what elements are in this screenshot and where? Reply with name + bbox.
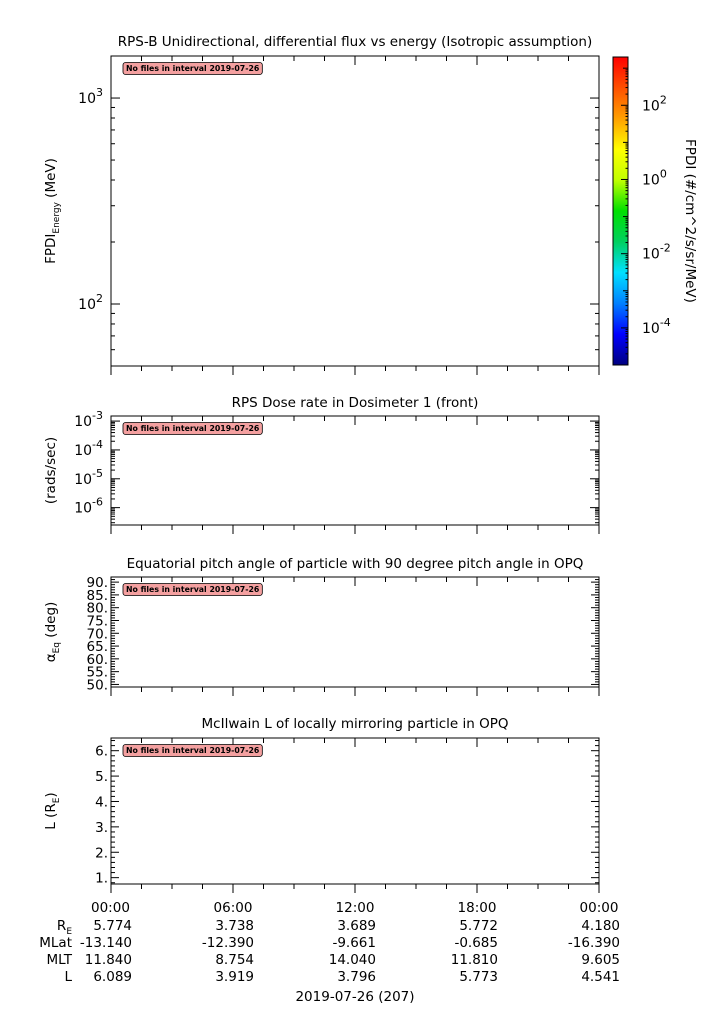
panel-1: RPS-B Unidirectional, differential flux …: [43, 34, 600, 375]
y-tick-label: 5.: [95, 769, 108, 785]
ephemeris-value: -12.390: [202, 935, 254, 951]
ephemeris-value: 11.810: [451, 952, 498, 968]
plot-frame: [110, 55, 600, 367]
y-tick-label: 103: [78, 86, 103, 107]
ephemeris-value: 14.040: [329, 952, 376, 968]
y-axis-label: FPDIEnergy (MeV): [43, 158, 62, 264]
panel-3: Equatorial pitch angle of particle with …: [43, 556, 600, 696]
no-data-badge: [122, 744, 263, 757]
y-tick-label: 10-6: [74, 496, 103, 517]
y-axis-label: (rads/sec): [43, 437, 59, 504]
panel-title: Equatorial pitch angle of particle with …: [127, 556, 584, 572]
y-axis-label: L (RE): [43, 792, 62, 829]
no-data-message: No files in interval 2019-07-26: [122, 583, 263, 596]
y-axis-label: αEq (deg): [43, 602, 62, 663]
ephemeris-row-label: MLat: [39, 935, 72, 951]
y-tick-label: 1.: [95, 871, 108, 887]
no-data-message: No files in interval 2019-07-26: [122, 744, 263, 757]
no-data-badge: [122, 62, 263, 75]
colorbar: 102 100 10-2 10-4 FPDI (#/cm^2/s/sr/MeV): [612, 56, 698, 366]
y-tick-label: 4.: [95, 794, 108, 810]
ephemeris-value: -13.140: [80, 935, 132, 951]
colorbar-tick-label: 100: [642, 167, 667, 188]
panel-4: McIlwain L of locally mirroring particle…: [43, 716, 600, 893]
ephemeris-value: 3.919: [215, 969, 254, 985]
ephemeris-table: 00:00 06:00 12:00 18:00 00:00 RE 5.774 3.738 3.6…: [39, 900, 620, 1005]
y-tick-label: 102: [78, 292, 103, 313]
no-data-text: No files in interval 2019-07-26: [126, 585, 259, 594]
ephemeris-value: -9.661: [332, 935, 376, 951]
no-data-message: No files in interval 2019-07-26: [122, 422, 263, 435]
panel-title: McIlwain L of locally mirroring particle…: [202, 716, 509, 732]
date-label: 2019-07-26 (207): [295, 989, 414, 1005]
no-data-message: No files in interval 2019-07-26: [122, 62, 263, 75]
y-tick-label: 2.: [95, 845, 108, 861]
colorbar-scale: [612, 56, 629, 366]
no-data-badge: [122, 422, 263, 435]
ephemeris-row-label: RE: [57, 918, 72, 937]
time-tick-label: 06:00: [214, 900, 253, 916]
y-tick-label: 70.: [87, 626, 108, 642]
time-tick-label: 00:00: [91, 900, 130, 916]
no-data-text: No files in interval 2019-07-26: [126, 64, 259, 73]
ephemeris-value: 8.754: [215, 952, 254, 968]
ephemeris-value: 3.689: [337, 918, 376, 934]
ephemeris-value: -0.685: [454, 935, 498, 951]
y-tick-label: 55.: [87, 665, 108, 681]
time-tick-label: 00:00: [580, 900, 619, 916]
ephemeris-value: 6.089: [93, 969, 132, 985]
y-tick-label: 65.: [87, 639, 108, 655]
colorbar-tick-label: 10-2: [642, 242, 671, 263]
ephemeris-value: 5.774: [93, 918, 132, 934]
ephemeris-value: -16.390: [568, 935, 620, 951]
no-data-text: No files in interval 2019-07-26: [126, 424, 259, 433]
y-tick-label: 10-3: [74, 409, 103, 430]
ephemeris-row-label: MLT: [46, 952, 72, 968]
time-tick-label: 18:00: [458, 900, 497, 916]
ephemeris-value: 5.772: [459, 918, 498, 934]
y-tick-label: 50.: [87, 677, 108, 693]
y-tick-label: 10-4: [74, 438, 103, 459]
ephemeris-value: 3.738: [215, 918, 254, 934]
ephemeris-row-label: L: [64, 969, 72, 985]
colorbar-tick-label: 102: [642, 93, 667, 114]
panel-2: RPS Dose rate in Dosimeter 1 (front) 10-3…: [43, 395, 600, 534]
y-tick-label: 75.: [87, 613, 108, 629]
ephemeris-value: 4.180: [581, 918, 620, 934]
y-tick-label: 60.: [87, 652, 108, 668]
time-tick-label: 12:00: [336, 900, 375, 916]
colorbar-label: FPDI (#/cm^2/s/sr/MeV): [682, 139, 698, 303]
y-tick-label: 80.: [87, 601, 108, 617]
y-tick-label: 3.: [95, 820, 108, 836]
ephemeris-value: 4.541: [581, 969, 620, 985]
y-tick-label: 6.: [95, 744, 108, 760]
no-data-badge: [122, 583, 263, 596]
plot-frame: [110, 737, 600, 885]
ephemeris-value: 5.773: [459, 969, 498, 985]
ephemeris-value: 3.796: [337, 969, 376, 985]
y-tick-label: 85.: [87, 588, 108, 604]
ephemeris-value: 11.840: [85, 952, 132, 968]
colorbar-tick-label: 10-4: [642, 316, 671, 337]
panel-title: RPS-B Unidirectional, differential flux …: [118, 34, 593, 50]
ephemeris-value: 9.605: [581, 952, 620, 968]
y-tick-label: 10-5: [74, 467, 103, 488]
no-data-text: No files in interval 2019-07-26: [126, 746, 259, 755]
y-tick-label: 90.: [87, 575, 108, 591]
panel-title: RPS Dose rate in Dosimeter 1 (front): [232, 395, 479, 411]
